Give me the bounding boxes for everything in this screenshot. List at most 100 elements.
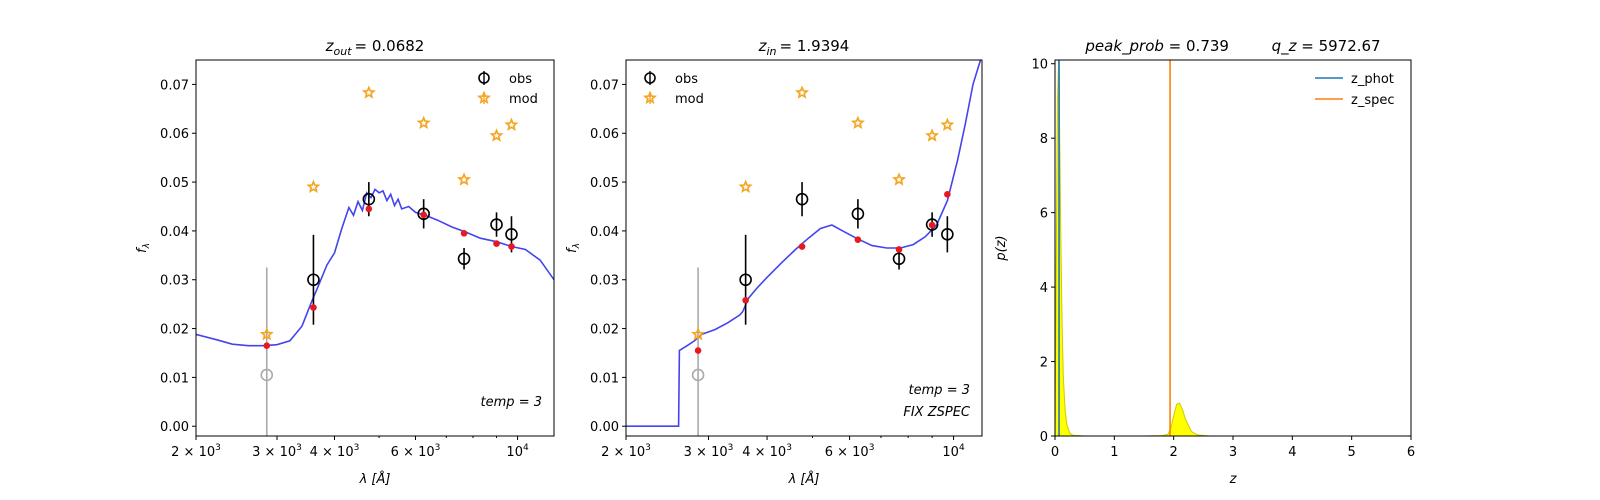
- x-tick-label: 3 × 103: [252, 443, 302, 460]
- y-axis-label: fλ: [135, 243, 152, 253]
- tick-exponent: 3: [645, 443, 651, 453]
- x-tick-label: 2: [1170, 445, 1178, 460]
- tick-base: 4 × 10: [310, 445, 354, 460]
- mod-star: [691, 327, 706, 341]
- legend-star-marker: [642, 90, 658, 105]
- mod-star: [416, 115, 431, 129]
- legend-label: obs: [509, 72, 532, 87]
- x-tick-label: 5: [1348, 445, 1356, 460]
- annotations: temp = 3: [481, 395, 542, 410]
- y-axis-label: fλ: [565, 243, 582, 253]
- tick-exponent: 3: [435, 443, 441, 453]
- legend: z_phot z_spec: [1315, 72, 1395, 108]
- mod-star: [850, 115, 865, 129]
- x-tick-label: 2 × 103: [601, 443, 651, 460]
- y-tick-label: 0.07: [160, 78, 189, 93]
- tick-base: 3 × 10: [684, 445, 728, 460]
- x-axis-label: λ [Å]: [788, 471, 820, 487]
- model-point: [928, 221, 936, 229]
- x-tick-label: 6 × 103: [391, 443, 441, 460]
- model-point: [742, 296, 749, 304]
- y-tick-label: 0.01: [590, 371, 619, 386]
- annotations: temp = 3 FIX ZSPEC: [903, 383, 971, 420]
- x-tick-label: 1: [1110, 445, 1118, 460]
- model-point: [854, 236, 862, 243]
- tick-base: 2 × 10: [171, 445, 215, 460]
- x-tick-label: 2 × 103: [171, 443, 221, 460]
- mod-star: [794, 85, 810, 99]
- x-tick-label: 3 × 103: [684, 443, 734, 460]
- mod-star: [306, 179, 321, 193]
- obs-point: [941, 228, 954, 241]
- model-point: [493, 240, 500, 247]
- y-tick-label: 0.05: [160, 176, 189, 191]
- y-tick-label: 0.02: [160, 323, 189, 338]
- obs-point: [490, 218, 503, 231]
- model-point: [365, 205, 373, 213]
- plot-area: [1055, 60, 1352, 436]
- x-axis-label: z: [1229, 472, 1238, 487]
- obs-point: [417, 207, 430, 221]
- obs-point: [925, 218, 939, 231]
- annotation-text: temp = 3: [909, 383, 970, 398]
- obs-point: [457, 252, 471, 266]
- legend-label: obs: [675, 72, 698, 87]
- panel-title: peak_prob = 0.739 q_z = 5972.67: [1084, 37, 1380, 56]
- x-tick-label: 104: [942, 443, 965, 460]
- model-point: [798, 243, 806, 250]
- y-tick-label: 2: [1040, 356, 1048, 371]
- pdf-outline: [1055, 60, 1352, 436]
- obs-point: [851, 207, 865, 221]
- y-tick-label: 0.06: [590, 127, 619, 142]
- x-tick-label: 6: [1407, 445, 1415, 460]
- tick-exponent: 3: [728, 443, 734, 453]
- obs-point: [795, 192, 809, 206]
- y-tick-label: 0.06: [160, 127, 189, 142]
- axis-ticks: 0 2 4 6 8 10 0 1 2 3 4 5 6: [1031, 58, 1415, 460]
- x-tick-label: 0: [1051, 445, 1059, 460]
- y-tick-label: 0.00: [160, 420, 189, 435]
- model-sed-curve: [626, 60, 982, 427]
- x-tick-label: 4: [1288, 445, 1296, 460]
- panel-sed-in: 0.000.010.020.030.040.050.060.072 × 103 3…: [565, 37, 983, 487]
- obs-point: [307, 273, 320, 287]
- legend: obs mod: [642, 71, 704, 107]
- legend-label: mod: [509, 92, 538, 107]
- tick-base: 6 × 10: [825, 445, 869, 460]
- model-point: [944, 190, 951, 198]
- y-tick-label: 0.03: [590, 274, 619, 289]
- mod-star: [504, 117, 519, 131]
- y-tick-label: 6: [1040, 207, 1048, 222]
- mod-star: [456, 172, 472, 186]
- y-tick-label: 0.02: [590, 323, 619, 338]
- legend: obs mod: [476, 71, 538, 107]
- mod-star: [940, 117, 955, 131]
- tick-exponent: 3: [786, 443, 792, 453]
- mod-star: [891, 172, 907, 186]
- y-tick-label: 0.04: [590, 225, 619, 240]
- y-axis-label: p(z): [994, 235, 1009, 261]
- mod-star: [738, 179, 753, 193]
- y-tick-label: 0.05: [590, 176, 619, 191]
- plot-area: [196, 85, 554, 436]
- x-tick-label: 4 × 103: [742, 443, 792, 460]
- x-axis-label: λ [Å]: [359, 471, 391, 487]
- tick-exponent: 3: [296, 443, 302, 453]
- tick-base: 4 × 10: [742, 445, 786, 460]
- panel-pz: 0 2 4 6 8 10 0 1 2 3 4 5 6 peak_prob = 0.739 q_z = 5…: [994, 37, 1415, 487]
- axis-ticks: 0.000.010.020.030.040.050.060.072 × 103 3…: [160, 78, 529, 460]
- model-point: [310, 304, 317, 311]
- y-tick-label: 0.03: [160, 274, 189, 289]
- tick-base: 3 × 10: [252, 445, 296, 460]
- obs-point: [505, 228, 518, 241]
- obs-point: [362, 192, 376, 206]
- model-point: [508, 243, 515, 250]
- obs-point: [892, 252, 906, 266]
- y-tick-label: 0.07: [590, 78, 619, 93]
- legend-obs-marker: [478, 72, 490, 84]
- y-tick-label: 8: [1040, 132, 1048, 147]
- legend-star-marker: [476, 90, 492, 105]
- legend-obs-marker: [644, 72, 656, 84]
- y-tick-label: 0.01: [160, 371, 189, 386]
